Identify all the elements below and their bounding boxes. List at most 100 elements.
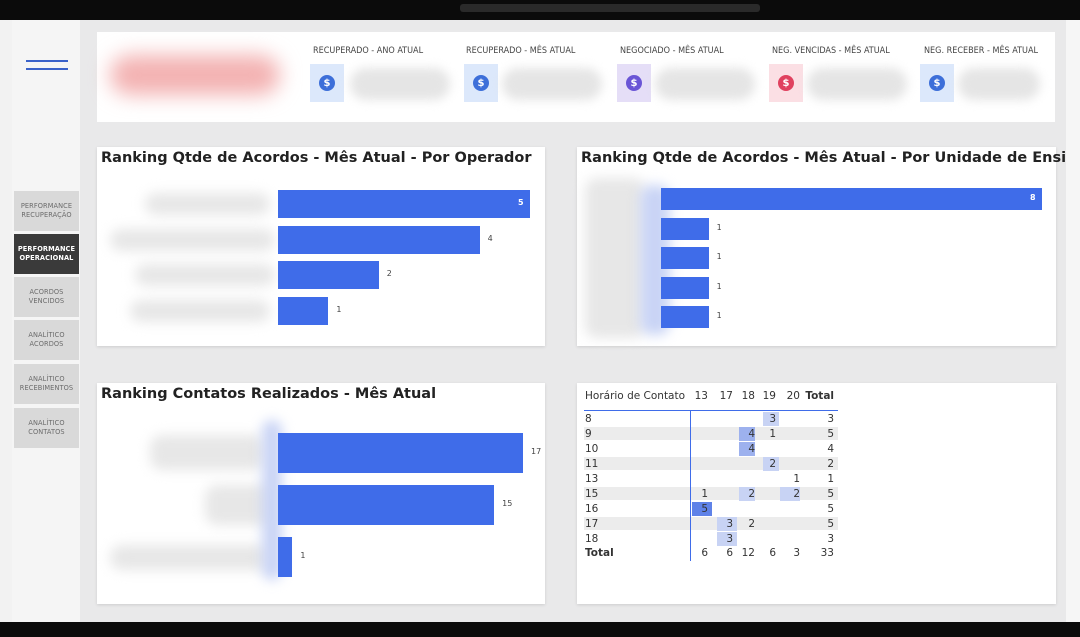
matrix-cell: 1 [769,428,776,440]
chart-bar[interactable] [278,261,379,289]
category-label-redacted [150,435,265,470]
dollar-coin-icon: $ [310,64,344,102]
bar-value-label: 4 [487,233,493,243]
matrix-cell: 2 [793,488,800,500]
matrix-column-header: 20 [786,390,800,402]
chart-bar[interactable] [278,485,495,525]
kpi-title-recuperado-ano: RECUPERADO - ANO ATUAL [313,46,424,56]
nav-analitico-recebimentos[interactable]: ANALÍTICO RECEBIMENTOS [14,364,79,404]
matrix-heat-cell [739,427,755,441]
chart-bar[interactable] [278,296,329,325]
chart-bar[interactable] [661,188,1042,210]
dollar-coin-icon: $ [464,64,498,102]
bar-value-label: 2 [386,269,392,278]
kpi-title-neg-receber: NEG. RECEBER - MÊS ATUAL [924,46,1039,56]
matrix-heat-cell [763,412,779,426]
matrix-row-stripe [584,517,838,530]
matrix-cell: 3 [726,518,733,530]
matrix-cell: 6 [726,547,733,559]
nav-performance-recuperacao[interactable]: PERFORMANCE RECUPERAÇÃO [14,191,79,231]
menu-icon[interactable] [26,60,68,72]
matrix-row-stripe [584,427,838,440]
chart-title-unidade: Ranking Qtde de Acordos - Mês Atual - Po… [581,150,1080,166]
matrix-column-header: Total [805,390,834,402]
dollar-coin-icon: $ [769,64,803,102]
matrix-cell: 2 [827,458,834,470]
bar-value-label: 1 [300,551,306,560]
category-label-redacted [135,264,275,286]
kpi-title-negociado-mes: NEGOCIADO - MÊS ATUAL [620,46,724,56]
matrix-cell: 3 [769,413,776,425]
matrix-cell: 12 [741,547,755,559]
matrix-heat-cell [739,487,755,501]
kpi-value-redacted [807,68,907,100]
matrix-heat-cell [692,502,712,516]
matrix-cell: 3 [827,413,834,425]
category-label-redacted [262,420,282,580]
category-label-redacted [110,545,270,570]
matrix-cell: 3 [827,533,834,545]
bar-value-label: 8 [1030,193,1036,202]
matrix-cell: 33 [820,547,834,559]
matrix-cell: 4 [827,443,834,455]
nav-acordos-vencidos[interactable]: ACORDOS VENCIDOS [14,277,79,317]
matrix-cell: 3 [726,533,733,545]
matrix-row-label: 16 [585,503,599,515]
matrix-heat-cell [763,457,779,471]
matrix-cell: 1 [827,473,834,485]
nav-performance-operacional[interactable]: PERFORMANCE OPERACIONAL [14,234,79,274]
kpi-title-neg-vencidas: NEG. VENCIDAS - MÊS ATUAL [772,46,890,56]
matrix-cell: 1 [793,473,800,485]
chart-bar[interactable] [661,247,709,269]
kpi-value-redacted [350,68,450,100]
matrix-column-header: 18 [741,390,755,402]
category-label-redacted [110,229,275,251]
bar-value-label: 5 [518,198,524,207]
matrix-row-label: 15 [585,488,599,500]
chart-bar[interactable] [278,225,480,254]
matrix-cell: 5 [827,518,834,530]
matrix-cell: 5 [827,503,834,515]
kpi-value-redacted [655,68,755,100]
dollar-coin-icon: $ [617,64,651,102]
kpi-value-redacted [502,68,602,100]
category-label-redacted [145,193,270,215]
bar-value-label: 15 [502,499,513,508]
matrix-cell: 2 [748,518,755,530]
kpi-value-redacted [958,68,1040,100]
matrix-cell: 1 [701,488,708,500]
matrix-row-stripe [584,457,838,470]
category-label-redacted [585,178,645,338]
bar-value-label: 1 [716,222,722,232]
nav-analitico-acordos[interactable]: ANALÍTICO ACORDOS [14,320,79,360]
chart-bar[interactable] [278,190,530,218]
matrix-cell: 6 [769,547,776,559]
bar-value-label: 1 [716,311,722,320]
matrix-row-label: 17 [585,518,599,530]
matrix-row-divider [690,411,691,561]
matrix-cell: 6 [701,547,708,559]
matrix-cell: 5 [827,428,834,440]
chart-title-contatos: Ranking Contatos Realizados - Mês Atual [101,386,437,402]
chart-bar[interactable] [661,306,709,328]
matrix-column-header: 19 [762,390,776,402]
chart-bar[interactable] [661,276,709,299]
dollar-coin-icon: $ [920,64,954,102]
matrix-cell: 2 [769,458,776,470]
nav-analitico-contatos[interactable]: ANALÍTICO CONTATOS [14,408,79,448]
chart-bar[interactable] [278,537,293,577]
matrix-row-label: 13 [585,473,599,485]
matrix-cell: 3 [793,547,800,559]
matrix-row-label: 8 [585,413,592,425]
top-black-bar [0,0,1080,20]
chart-bar[interactable] [278,433,523,473]
bottom-black-bar [0,622,1080,637]
matrix-cell: 5 [701,503,708,515]
matrix-cell: 5 [827,488,834,500]
chart-bar[interactable] [661,217,709,240]
matrix-row-label: Total [585,547,614,559]
kpi-title-recuperado-mes: RECUPERADO - MÊS ATUAL [466,46,576,56]
matrix-heat-cell [717,517,737,531]
category-label-redacted [130,300,270,322]
matrix-row-header: Horário de Contato [585,390,686,402]
